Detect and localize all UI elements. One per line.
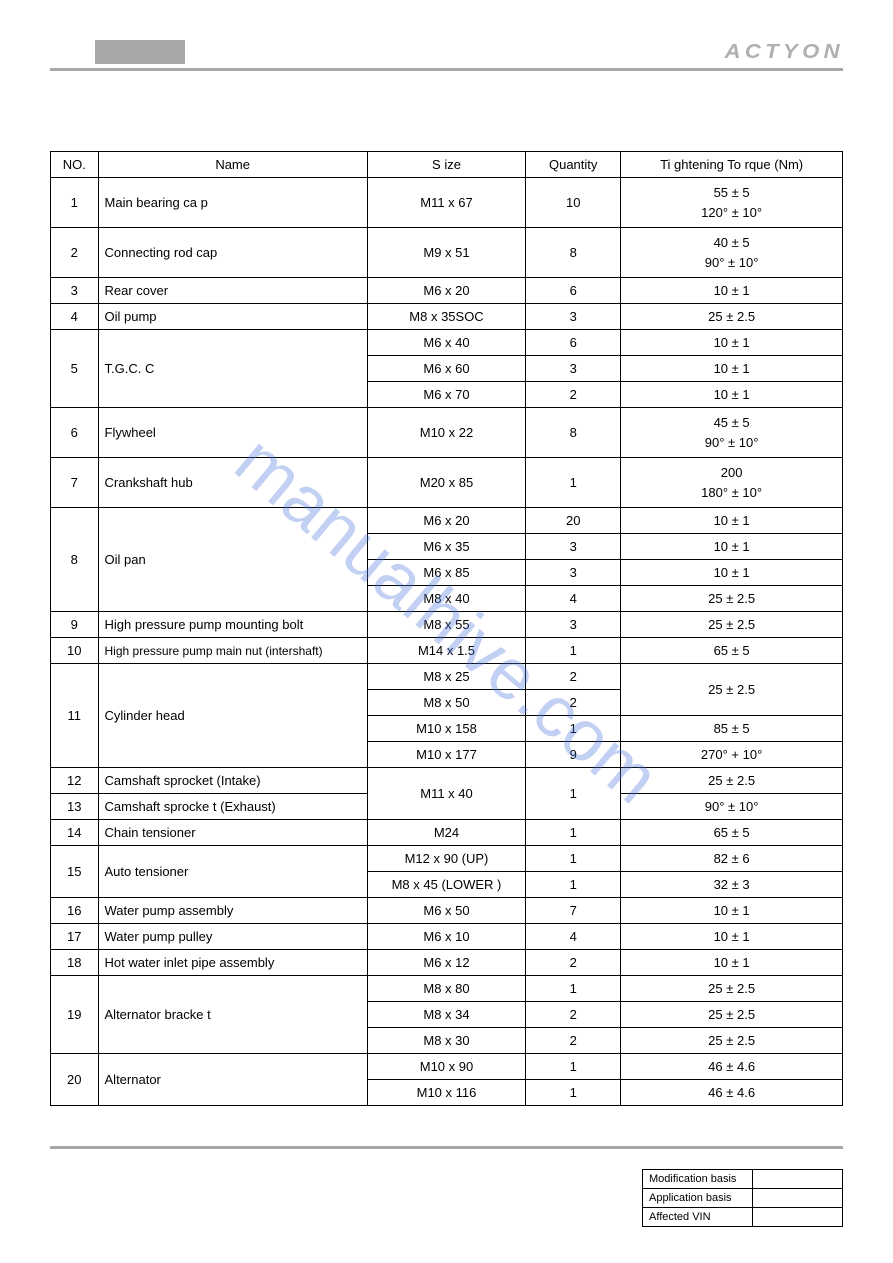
table-row: 16 Water pump assembly M6 x 50 7 10 ± 1 [51, 898, 843, 924]
table-row: 7 Crankshaft hub M20 x 85 1 200 180° ± 1… [51, 458, 843, 508]
table-row: 19 Alternator bracke t M8 x 80 1 25 ± 2.… [51, 976, 843, 1002]
footer-rule [50, 1146, 843, 1149]
header-torque: Ti ghtening To rque (Nm) [621, 152, 843, 178]
table-row: 9 High pressure pump mounting bolt M8 x … [51, 612, 843, 638]
footer-info-table: Modification basis Application basis Aff… [642, 1169, 843, 1227]
table-row: 10 High pressure pump main nut (intersha… [51, 638, 843, 664]
table-row: 8 Oil pan M6 x 20 20 10 ± 1 [51, 508, 843, 534]
modification-basis-label: Modification basis [643, 1170, 753, 1189]
table-row: 6 Flywheel M10 x 22 8 45 ± 5 90° ± 10° [51, 408, 843, 458]
application-basis-value [753, 1189, 843, 1208]
table-row: 17 Water pump pulley M6 x 10 4 10 ± 1 [51, 924, 843, 950]
table-row: 15 Auto tensioner M12 x 90 (UP) 1 82 ± 6 [51, 846, 843, 872]
application-basis-label: Application basis [643, 1189, 753, 1208]
table-row: 4 Oil pump M8 x 35SOC 3 25 ± 2.5 [51, 304, 843, 330]
page-tab [95, 40, 185, 64]
table-row: 2 Connecting rod cap M9 x 51 8 40 ± 5 90… [51, 228, 843, 278]
affected-vin-value [753, 1208, 843, 1227]
table-row: 12 Camshaft sprocket (Intake) M11 x 40 1… [51, 768, 843, 794]
brand-logo: ACTYON [724, 41, 843, 64]
table-row: 18 Hot water inlet pipe assembly M6 x 12… [51, 950, 843, 976]
modification-basis-value [753, 1170, 843, 1189]
table-row: 5 T.G.C. C M6 x 40 6 10 ± 1 [51, 330, 843, 356]
table-row: 14 Chain tensioner M24 1 65 ± 5 [51, 820, 843, 846]
header-no: NO. [51, 152, 99, 178]
torque-table: NO. Name S ize Quantity Ti ghtening To r… [50, 151, 843, 1106]
table-row: 11 Cylinder head M8 x 25 2 25 ± 2.5 [51, 664, 843, 690]
header-qty: Quantity [526, 152, 621, 178]
header-name: Name [98, 152, 367, 178]
table-row: 1 Main bearing ca p M11 x 67 10 55 ± 5 1… [51, 178, 843, 228]
header-rule [50, 68, 843, 71]
footer-row: Affected VIN [643, 1208, 843, 1227]
footer-row: Modification basis [643, 1170, 843, 1189]
header-size: S ize [367, 152, 525, 178]
footer-row: Application basis [643, 1189, 843, 1208]
table-row: 3 Rear cover M6 x 20 6 10 ± 1 [51, 278, 843, 304]
table-header-row: NO. Name S ize Quantity Ti ghtening To r… [51, 152, 843, 178]
affected-vin-label: Affected VIN [643, 1208, 753, 1227]
table-row: 20 Alternator M10 x 90 1 46 ± 4.6 [51, 1054, 843, 1080]
